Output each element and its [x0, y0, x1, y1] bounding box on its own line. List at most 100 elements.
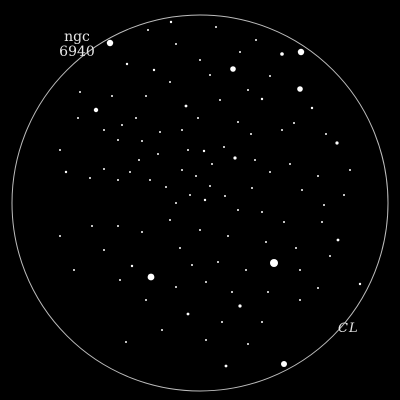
- star: [269, 171, 271, 173]
- star: [125, 62, 129, 66]
- star: [336, 238, 340, 242]
- star: [343, 194, 345, 196]
- star: [129, 171, 131, 173]
- object-label: ngc 6940: [52, 30, 102, 60]
- star: [202, 149, 206, 153]
- star: [157, 153, 159, 155]
- star: [199, 229, 201, 231]
- star: [175, 202, 177, 204]
- star: [237, 209, 239, 211]
- star: [283, 221, 285, 223]
- star: [77, 117, 79, 119]
- star: [299, 269, 301, 271]
- star: [247, 89, 249, 91]
- star: [179, 247, 181, 249]
- star: [117, 139, 119, 141]
- star: [238, 304, 242, 308]
- star: [111, 95, 113, 97]
- star: [117, 225, 119, 227]
- star: [103, 249, 105, 251]
- star: [147, 29, 149, 31]
- star: [186, 312, 190, 316]
- star: [169, 20, 173, 24]
- star: [250, 133, 252, 135]
- star: [247, 343, 249, 345]
- star: [297, 86, 303, 92]
- star: [79, 91, 81, 93]
- star: [103, 129, 105, 131]
- object-label-catalog: ngc: [64, 29, 90, 45]
- star: [269, 75, 271, 77]
- star: [219, 99, 221, 101]
- star: [135, 117, 137, 119]
- star: [254, 159, 256, 161]
- star: [138, 159, 140, 161]
- star: [224, 364, 228, 368]
- star: [295, 247, 297, 249]
- star: [197, 117, 199, 119]
- star: [231, 291, 233, 293]
- star: [175, 286, 177, 288]
- star: [149, 179, 151, 181]
- star: [187, 149, 189, 151]
- field-of-view-circle: [11, 14, 389, 392]
- star: [323, 204, 325, 206]
- star: [181, 129, 183, 131]
- star: [221, 321, 223, 323]
- star: [224, 195, 226, 197]
- star: [335, 141, 339, 145]
- star: [119, 279, 121, 281]
- star: [121, 124, 123, 126]
- star: [281, 129, 283, 131]
- star: [93, 107, 99, 113]
- star: [233, 156, 237, 160]
- star: [205, 339, 207, 341]
- star: [237, 121, 239, 123]
- star: [349, 169, 351, 171]
- star: [91, 225, 93, 227]
- star: [141, 140, 143, 142]
- star: [317, 287, 319, 289]
- star: [203, 198, 207, 202]
- star: [260, 97, 264, 101]
- star: [199, 59, 201, 61]
- star: [239, 51, 241, 53]
- star: [145, 95, 147, 97]
- star: [181, 169, 183, 171]
- star: [159, 131, 161, 133]
- star: [64, 170, 68, 174]
- star: [161, 329, 163, 331]
- star: [147, 273, 155, 281]
- star: [267, 291, 269, 293]
- star: [299, 299, 301, 301]
- star: [209, 74, 211, 76]
- star: [195, 175, 197, 177]
- star: [130, 264, 134, 268]
- star: [301, 189, 303, 191]
- star: [261, 321, 263, 323]
- star: [230, 66, 236, 72]
- star: [293, 122, 295, 124]
- star: [223, 146, 225, 148]
- star: [165, 186, 167, 188]
- star: [89, 177, 91, 179]
- star: [169, 219, 171, 221]
- star: [175, 43, 177, 45]
- star: [261, 211, 263, 213]
- star: [329, 255, 331, 257]
- star: [189, 194, 191, 196]
- star: [209, 185, 211, 187]
- star: [106, 39, 114, 47]
- star: [280, 52, 284, 56]
- star: [215, 26, 217, 28]
- star: [59, 235, 61, 237]
- star: [358, 282, 362, 286]
- star: [205, 281, 207, 283]
- star-field: [59, 20, 362, 368]
- star: [169, 81, 171, 83]
- star: [152, 68, 156, 72]
- star: [117, 179, 119, 181]
- star: [255, 39, 257, 41]
- star: [217, 261, 219, 263]
